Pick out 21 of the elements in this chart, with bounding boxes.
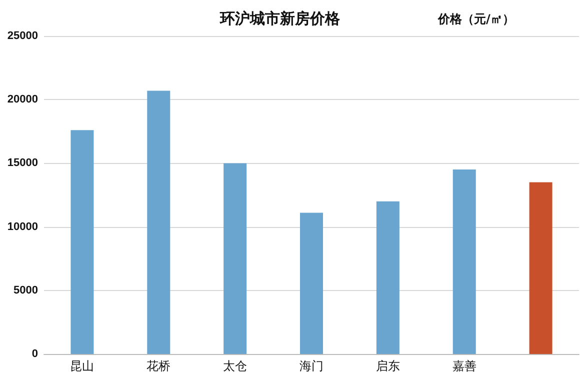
- x-tick-label: 花桥: [146, 359, 171, 373]
- bar: [300, 212, 323, 354]
- x-tick-label: 嘉善: [452, 359, 476, 373]
- y-tick-label: 15000: [7, 157, 38, 170]
- bar: [70, 130, 94, 354]
- x-tick-label: 昆山: [70, 359, 94, 373]
- x-tick-label: 启东: [376, 359, 400, 373]
- y-tick-label: 5000: [14, 284, 38, 296]
- y-tick-label: 0: [32, 348, 38, 360]
- bar: [529, 182, 552, 354]
- bar: [376, 201, 400, 354]
- chart-title: 环沪城市新房价格: [219, 10, 341, 28]
- y-tick-label: 20000: [7, 94, 38, 106]
- bar: [452, 170, 476, 354]
- y-axis-title: 价格（元/㎡）: [437, 12, 514, 26]
- bar: [224, 163, 247, 354]
- x-tick-label: 太仓: [223, 359, 248, 373]
- y-tick-label: 10000: [7, 220, 38, 233]
- bar: [147, 90, 170, 354]
- x-tick-label: 海门: [300, 359, 324, 373]
- y-tick-label: 25000: [7, 30, 38, 42]
